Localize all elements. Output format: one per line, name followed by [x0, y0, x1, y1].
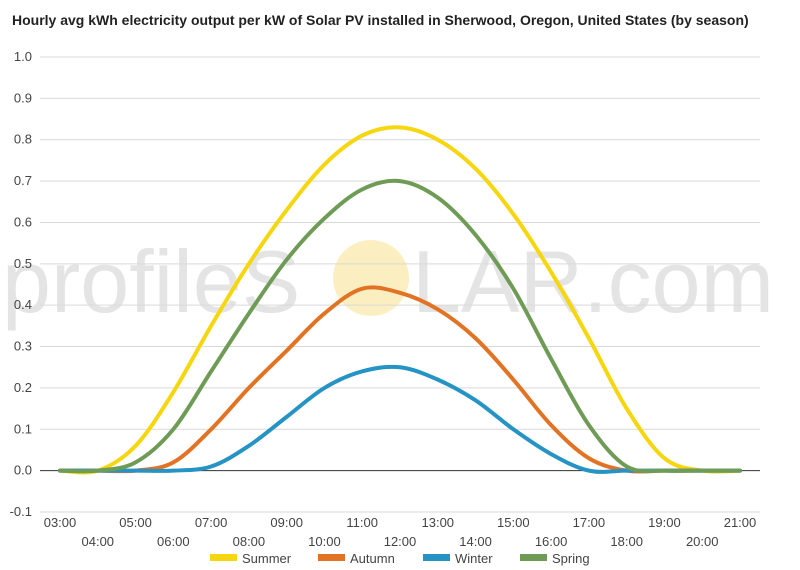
x-tick-label: 09:00 — [270, 515, 303, 530]
x-tick-label: 19:00 — [648, 515, 681, 530]
x-tick-label: 05:00 — [119, 515, 152, 530]
watermark-sun-icon — [333, 240, 409, 316]
y-tick-label: 0.6 — [14, 214, 32, 229]
series-line-summer — [58, 125, 742, 475]
watermark-text-left: profileS — [2, 232, 300, 331]
series-line-spring — [58, 178, 742, 474]
x-tick-label: 04:00 — [82, 534, 115, 549]
legend-item-autumn[interactable]: Autumn — [318, 551, 395, 566]
x-tick-label: 11:00 — [346, 515, 378, 530]
chart-title: Hourly avg kWh electricity output per kW… — [12, 12, 749, 28]
y-tick-label: 0.3 — [14, 339, 32, 354]
legend-swatch — [423, 554, 450, 561]
y-tick-label: 1.0 — [14, 49, 32, 64]
x-tick-label: 12:00 — [384, 534, 417, 549]
y-tick-label: 0.9 — [14, 90, 32, 105]
x-tick-label: 18:00 — [610, 534, 643, 549]
legend-item-spring[interactable]: Spring — [520, 551, 590, 566]
y-tick-labels: -0.1 0.0 0.1 0.2 0.3 0.4 0.5 0.6 0.7 0.8 0.9 1.0 — [10, 49, 32, 519]
legend-swatch — [318, 554, 345, 561]
x-tick-label: 07:00 — [195, 515, 228, 530]
x-tick-label: 16:00 — [535, 534, 568, 549]
watermark: profileS LAR.com — [2, 232, 774, 331]
x-tick-label: 15:00 — [497, 515, 530, 530]
legend-swatch — [520, 554, 547, 561]
legend-item-winter[interactable]: Winter — [423, 551, 493, 566]
y-tick-label: 0.4 — [14, 297, 32, 312]
y-tick-label: 0.5 — [14, 256, 32, 271]
y-tick-label: 0.1 — [14, 421, 32, 436]
legend-swatch — [210, 554, 237, 561]
x-tick-labels: 03:00 04:00 05:00 06:00 07:00 08:00 09:00 10:00… — [44, 515, 757, 549]
legend-item-summer[interactable]: Summer — [210, 551, 292, 566]
series-lines — [58, 125, 742, 475]
legend: Summer Autumn Winter Spring — [210, 551, 590, 566]
legend-label: Autumn — [350, 551, 395, 566]
legend-label: Winter — [455, 551, 493, 566]
y-tick-label: 0.7 — [14, 173, 32, 188]
x-tick-label: 14:00 — [459, 534, 492, 549]
y-tick-label: 0.0 — [14, 463, 32, 478]
x-tick-label: 06:00 — [157, 534, 190, 549]
x-tick-label: 13:00 — [422, 515, 455, 530]
x-tick-label: 03:00 — [44, 515, 77, 530]
legend-label: Summer — [242, 551, 292, 566]
x-tick-label: 17:00 — [573, 515, 606, 530]
y-tick-label: 0.8 — [14, 132, 32, 147]
x-tick-label: 10:00 — [308, 534, 341, 549]
x-tick-label: 20:00 — [686, 534, 719, 549]
x-tick-label: 21:00 — [724, 515, 757, 530]
legend-label: Spring — [552, 551, 590, 566]
y-tick-label: -0.1 — [10, 504, 32, 519]
x-tick-label: 08:00 — [233, 534, 266, 549]
series-line-winter — [58, 364, 742, 474]
watermark-text-right: LAR.com — [412, 232, 774, 331]
y-tick-label: 0.2 — [14, 380, 32, 395]
